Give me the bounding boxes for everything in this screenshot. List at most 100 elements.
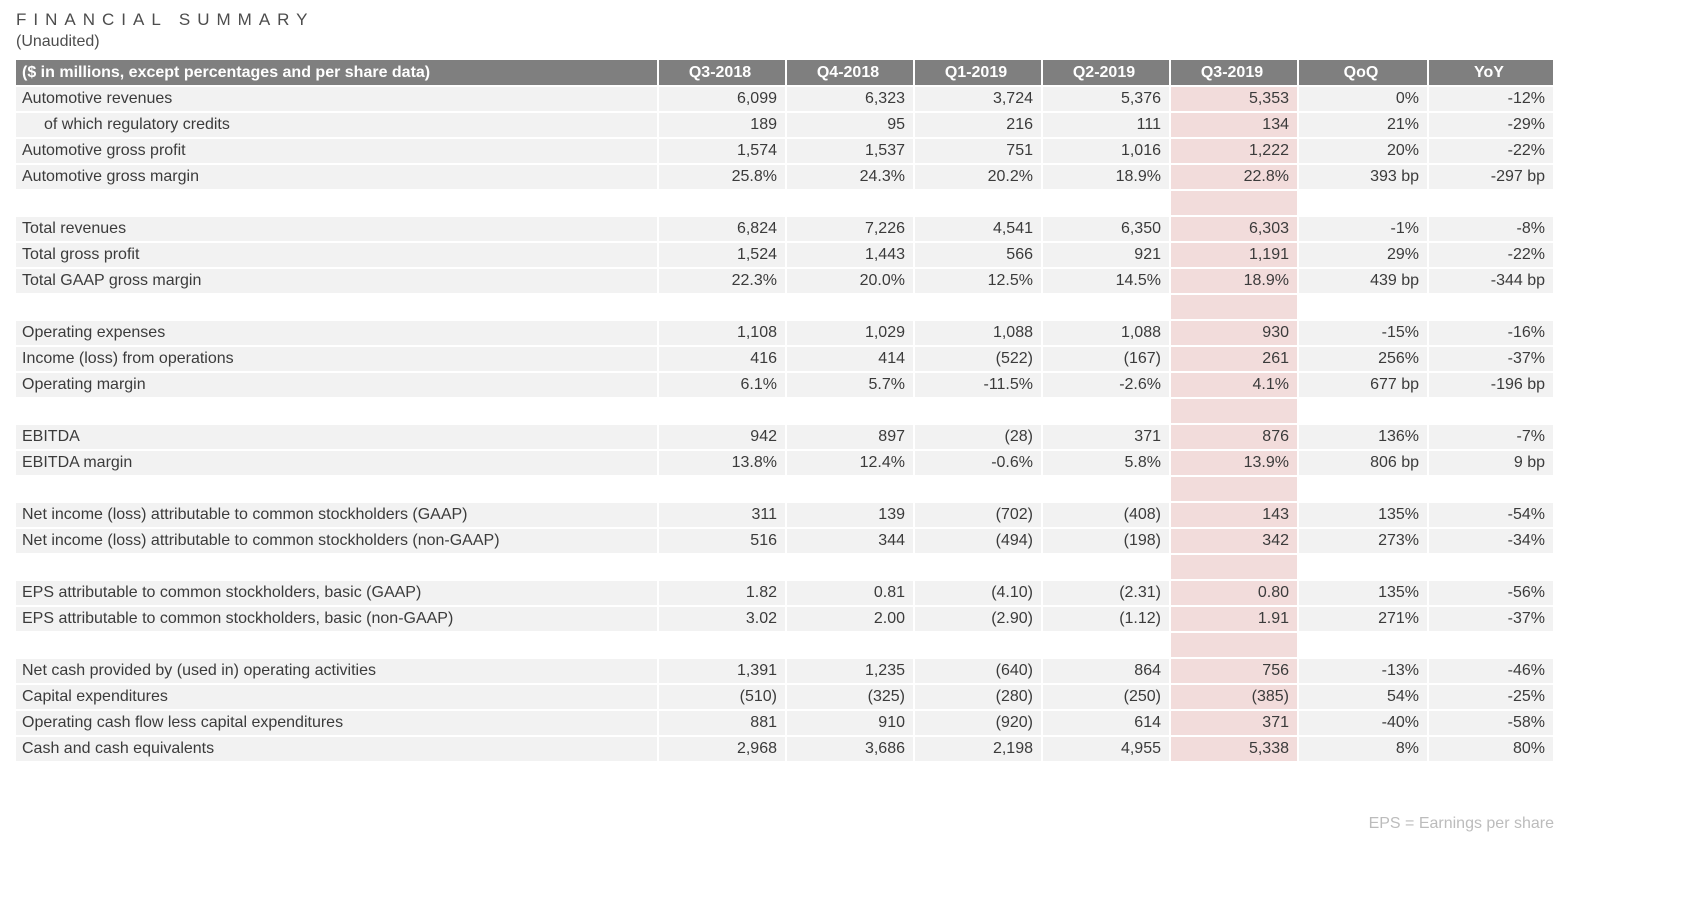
spacer-cell xyxy=(1042,476,1171,503)
cell: 5.7% xyxy=(786,372,915,399)
cell: -25% xyxy=(1428,684,1555,711)
cell: 111 xyxy=(1042,112,1171,139)
cell: 876 xyxy=(1170,424,1299,451)
cell: 80% xyxy=(1428,736,1555,763)
spacer-row xyxy=(16,294,1555,321)
spacer-cell xyxy=(16,632,659,659)
spacer-row xyxy=(16,190,1555,217)
table-row: Operating expenses 1,108 1,029 1,088 1,088 93… xyxy=(16,320,1555,347)
spacer-cell xyxy=(1298,476,1429,503)
cell: 6.1% xyxy=(658,372,787,399)
cell: 4.1% xyxy=(1170,372,1299,399)
table-row: Operating margin 6.1% 5.7% -11.5% -2.6% 4.1% 6… xyxy=(16,372,1555,399)
cell: 910 xyxy=(786,710,915,737)
spacer-cell xyxy=(1042,190,1171,217)
spacer-cell xyxy=(658,554,787,581)
cell: (494) xyxy=(914,528,1043,555)
row-label: Net income (loss) attributable to common… xyxy=(16,528,659,555)
cell: 1,088 xyxy=(914,320,1043,347)
cell: 1,391 xyxy=(658,658,787,685)
table-row: Automotive gross profit 1,574 1,537 751 1,01… xyxy=(16,138,1555,165)
cell: -12% xyxy=(1428,86,1555,113)
table-row: EBITDA margin 13.8% 12.4% -0.6% 5.8% 13.9% 806… xyxy=(16,450,1555,477)
cell: 1,108 xyxy=(658,320,787,347)
cell: 1,443 xyxy=(786,242,915,269)
cell: 2,968 xyxy=(658,736,787,763)
row-label: Capital expenditures xyxy=(16,684,659,711)
table-row: of which regulatory credits 189 95 216 111 13… xyxy=(16,112,1555,139)
spacer-cell xyxy=(1428,190,1555,217)
cell: 942 xyxy=(658,424,787,451)
financial-summary-page: FINANCIAL SUMMARY (Unaudited) ($ in mill… xyxy=(16,10,1555,832)
spacer-cell xyxy=(914,554,1043,581)
cell: -15% xyxy=(1298,320,1429,347)
cell: -2.6% xyxy=(1042,372,1171,399)
cell: 273% xyxy=(1298,528,1429,555)
cell: -37% xyxy=(1428,346,1555,373)
table-row: Income (loss) from operations 416 414 (522)… xyxy=(16,346,1555,373)
cell: 0.81 xyxy=(786,580,915,607)
column-header: Q1-2019 xyxy=(914,60,1043,87)
cell: 6,099 xyxy=(658,86,787,113)
row-label: Total revenues xyxy=(16,216,659,243)
row-label: Cash and cash equivalents xyxy=(16,736,659,763)
cell: (408) xyxy=(1042,502,1171,529)
cell: 1.82 xyxy=(658,580,787,607)
table-row: Net income (loss) attributable to common… xyxy=(16,528,1555,555)
cell: -1% xyxy=(1298,216,1429,243)
cell: 216 xyxy=(914,112,1043,139)
spacer-cell xyxy=(786,190,915,217)
cell: 7,226 xyxy=(786,216,915,243)
table-row: Total GAAP gross margin 22.3% 20.0% 12.5% 14… xyxy=(16,268,1555,295)
cell: (2.31) xyxy=(1042,580,1171,607)
cell: (325) xyxy=(786,684,915,711)
cell: (250) xyxy=(1042,684,1171,711)
cell: -0.6% xyxy=(914,450,1043,477)
cell: 1,029 xyxy=(786,320,915,347)
cell: 751 xyxy=(914,138,1043,165)
page-subtitle: (Unaudited) xyxy=(16,33,100,50)
cell: (280) xyxy=(914,684,1043,711)
row-label: EBITDA margin xyxy=(16,450,659,477)
cell: 2.00 xyxy=(786,606,915,633)
spacer-cell xyxy=(1042,398,1171,425)
column-header: QoQ xyxy=(1298,60,1429,87)
table-row: EBITDA 942 897 (28) 371 876 136% -7% xyxy=(16,424,1555,451)
spacer-cell xyxy=(16,398,659,425)
cell: 54% xyxy=(1298,684,1429,711)
row-label: Income (loss) from operations xyxy=(16,346,659,373)
spacer-cell xyxy=(1170,294,1299,321)
cell: 344 xyxy=(786,528,915,555)
spacer-cell xyxy=(16,554,659,581)
cell: 22.3% xyxy=(658,268,787,295)
cell: 139 xyxy=(786,502,915,529)
cell: 881 xyxy=(658,710,787,737)
cell: 18.9% xyxy=(1042,164,1171,191)
cell: 143 xyxy=(1170,502,1299,529)
table-row: Cash and cash equivalents 2,968 3,686 2,198… xyxy=(16,736,1555,763)
cell: -11.5% xyxy=(914,372,1043,399)
spacer-cell xyxy=(1042,632,1171,659)
spacer-cell xyxy=(658,476,787,503)
spacer-cell xyxy=(1298,398,1429,425)
column-header: Q3-2019 xyxy=(1170,60,1299,87)
cell: 6,824 xyxy=(658,216,787,243)
cell: 5,376 xyxy=(1042,86,1171,113)
cell: 5,353 xyxy=(1170,86,1299,113)
cell: 20% xyxy=(1298,138,1429,165)
column-header: Q3-2018 xyxy=(658,60,787,87)
cell: 1,524 xyxy=(658,242,787,269)
cell: 5,338 xyxy=(1170,736,1299,763)
cell: 371 xyxy=(1170,710,1299,737)
spacer-cell xyxy=(786,476,915,503)
cell: (2.90) xyxy=(914,606,1043,633)
cell: 930 xyxy=(1170,320,1299,347)
cell: 371 xyxy=(1042,424,1171,451)
cell: 261 xyxy=(1170,346,1299,373)
column-header: Q4-2018 xyxy=(786,60,915,87)
cell: 4,955 xyxy=(1042,736,1171,763)
cell: 14.5% xyxy=(1042,268,1171,295)
spacer-cell xyxy=(658,294,787,321)
table-row: Automotive gross margin 25.8% 24.3% 20.2% 18… xyxy=(16,164,1555,191)
cell: 8% xyxy=(1298,736,1429,763)
